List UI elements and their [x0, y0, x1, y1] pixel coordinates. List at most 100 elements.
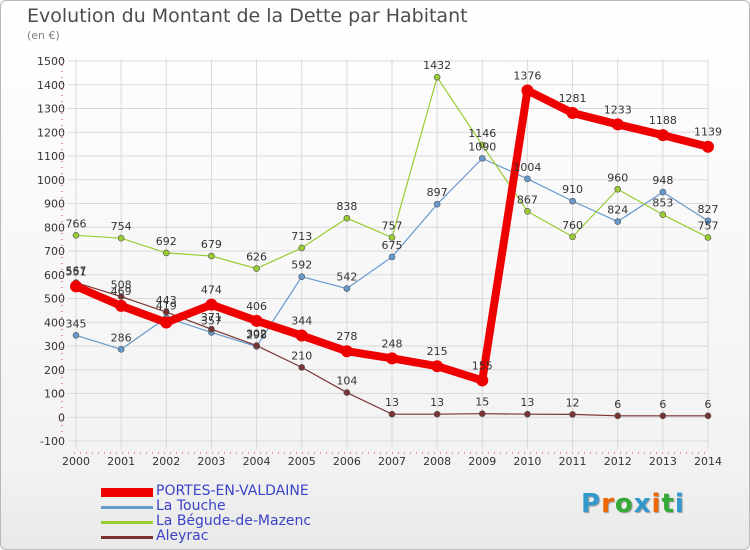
data-point — [117, 293, 125, 300]
data-label: 508 — [111, 279, 132, 292]
x-tick-label: 2002 — [152, 455, 180, 468]
y-tick-label: 1400 — [37, 79, 65, 92]
data-label: 838 — [336, 200, 357, 213]
data-label: 6 — [614, 398, 621, 411]
data-point — [478, 141, 486, 149]
data-point — [250, 314, 263, 327]
y-tick-label: 300 — [44, 340, 65, 353]
y-tick-label: 1500 — [37, 55, 65, 68]
axes: -100 0 100 200 300 400 500 600 700 800 900 1000 1100… — [37, 55, 722, 468]
data-label: 692 — [156, 235, 177, 248]
data-point — [298, 244, 306, 252]
data-label: 1004 — [513, 161, 541, 174]
data-label: 13 — [430, 396, 444, 409]
data-label: 1090 — [468, 140, 496, 153]
data-label: 419 — [156, 300, 177, 313]
data-point — [569, 411, 576, 418]
legend-label: PORTES-EN-VALDAINE — [156, 483, 309, 499]
data-point — [659, 211, 667, 218]
data-point — [702, 140, 714, 153]
data-label: 1146 — [468, 127, 496, 140]
data-label: 474 — [201, 284, 222, 297]
data-label: 1233 — [604, 103, 632, 116]
legend-swatch — [101, 506, 153, 509]
data-point — [343, 285, 351, 292]
data-label: 1432 — [423, 59, 451, 72]
data-point — [72, 232, 80, 239]
data-label: 542 — [336, 271, 357, 284]
data-label: 345 — [66, 317, 87, 330]
data-label: 1139 — [694, 126, 722, 139]
data-point — [566, 107, 579, 120]
legend-swatch — [101, 536, 153, 539]
data-label: 675 — [382, 239, 403, 252]
data-point — [704, 412, 712, 420]
y-tick-label: 900 — [44, 198, 65, 211]
data-point — [298, 364, 306, 371]
x-tick-label: 2000 — [62, 455, 90, 468]
data-point — [386, 352, 398, 365]
data-point — [388, 234, 396, 241]
data-point — [614, 412, 622, 420]
data-label: 12 — [566, 396, 580, 409]
data-point — [253, 265, 260, 272]
data-point — [162, 308, 170, 316]
data-point — [340, 345, 353, 358]
y-tick-label: 1200 — [37, 126, 65, 139]
data-label: 298 — [246, 328, 267, 341]
data-point — [117, 234, 125, 242]
y-tick-label: 1000 — [37, 174, 65, 187]
data-point — [117, 346, 125, 353]
data-label: 1188 — [649, 114, 677, 127]
data-point — [295, 329, 308, 342]
data-point — [205, 298, 218, 311]
y-tick-label: 800 — [44, 221, 65, 234]
legend-label: La Touche — [156, 498, 226, 514]
data-label: 592 — [291, 259, 312, 272]
data-label: 210 — [291, 349, 312, 362]
y-tick-label: 700 — [44, 245, 65, 258]
data-point — [611, 118, 624, 131]
data-label: 104 — [336, 375, 357, 388]
data-point — [343, 389, 351, 396]
data-point — [433, 410, 441, 418]
data-label: 371 — [201, 311, 222, 324]
data-point — [476, 374, 489, 387]
legend-label: La Bégude-de-Mazenc — [156, 513, 312, 529]
data-point — [343, 214, 351, 222]
data-label: 1281 — [559, 92, 587, 105]
data-label: 867 — [517, 193, 538, 206]
data-point — [160, 316, 173, 329]
y-tick-label: 400 — [44, 316, 65, 329]
data-point — [521, 84, 534, 97]
data-label: 278 — [336, 330, 357, 343]
data-point — [704, 234, 712, 241]
data-point — [208, 252, 215, 260]
data-label: 15 — [475, 396, 489, 409]
x-tick-label: 2005 — [288, 455, 316, 468]
data-point — [569, 233, 576, 241]
data-label: 13 — [385, 396, 399, 409]
y-tick-label: -100 — [40, 435, 65, 448]
data-point — [433, 73, 441, 81]
legend-label: Aleyrac — [156, 528, 209, 544]
data-point — [524, 208, 531, 215]
data-label: 754 — [111, 220, 132, 233]
data-point — [478, 155, 486, 162]
x-tick-label: 2011 — [559, 455, 587, 468]
data-point — [659, 412, 667, 420]
x-tick-label: 2007 — [378, 455, 406, 468]
data-point — [162, 249, 170, 257]
data-point — [614, 218, 622, 225]
data-label: 827 — [698, 203, 719, 216]
data-label: 760 — [562, 219, 583, 232]
data-point — [208, 325, 215, 333]
legend-swatch — [101, 488, 153, 497]
data-label: 551 — [66, 265, 87, 278]
data-point — [431, 360, 444, 373]
y-tick-label: 600 — [44, 269, 65, 282]
data-label: 215 — [427, 345, 448, 358]
data-point — [524, 410, 531, 418]
data-point — [656, 129, 669, 142]
